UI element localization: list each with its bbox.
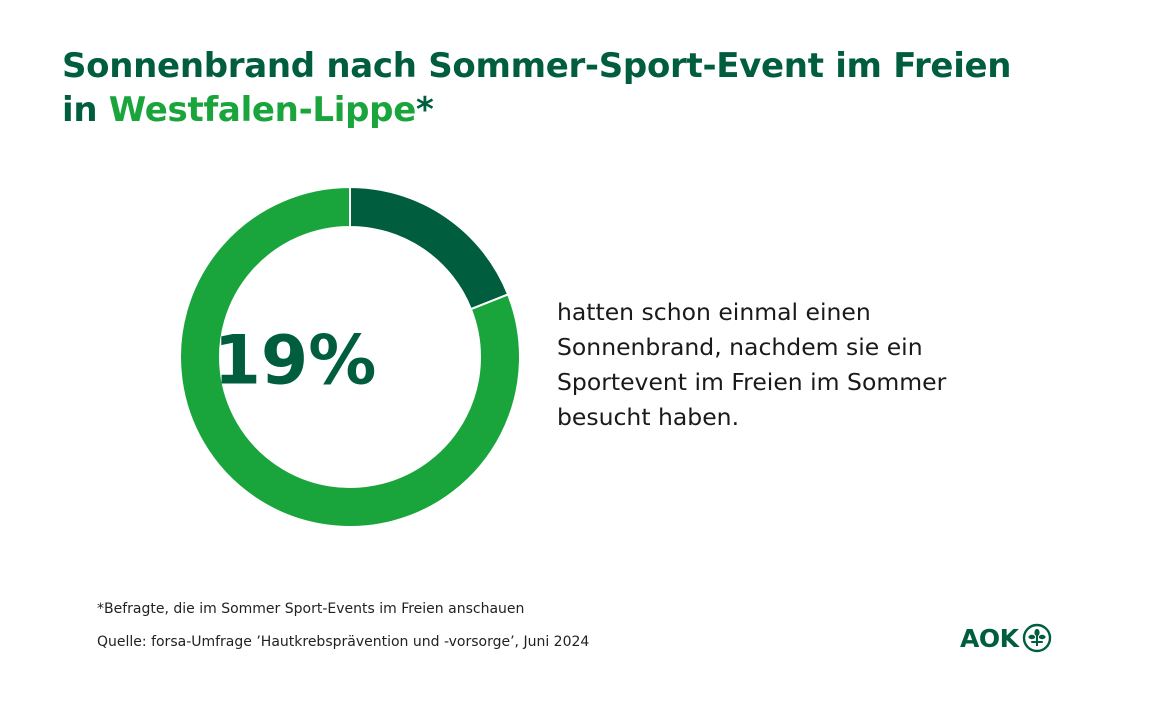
title-line-1: Sonnenbrand nach Sommer-Sport-Event im F…: [62, 46, 1012, 86]
donut-chart: 19%: [180, 187, 520, 527]
footnote: *Befragte, die im Sommer Sport-Events im…: [97, 601, 525, 617]
title-asterisk: *: [415, 90, 434, 130]
donut-slice-0: [349, 187, 510, 311]
title-region: Westfalen-Lippe: [108, 90, 416, 130]
chart-description: hatten schon einmal einen Sonnenbrand, n…: [557, 298, 947, 431]
donut-center-value: 19%: [214, 322, 377, 401]
donut-slices: [180, 187, 520, 527]
source-note: Quelle: forsa-Umfrage ’Hautkrebspräventi…: [97, 634, 590, 650]
logo-text: AOK: [960, 623, 1019, 653]
aok-logo: AOK: [960, 622, 1052, 654]
donut-slice-1: [180, 187, 520, 527]
title-line-2-prefix: in: [62, 90, 109, 130]
chart-title: Sonnenbrand nach Sommer-Sport-Event im F…: [62, 44, 1012, 132]
aok-tree-icon: [1023, 623, 1052, 653]
